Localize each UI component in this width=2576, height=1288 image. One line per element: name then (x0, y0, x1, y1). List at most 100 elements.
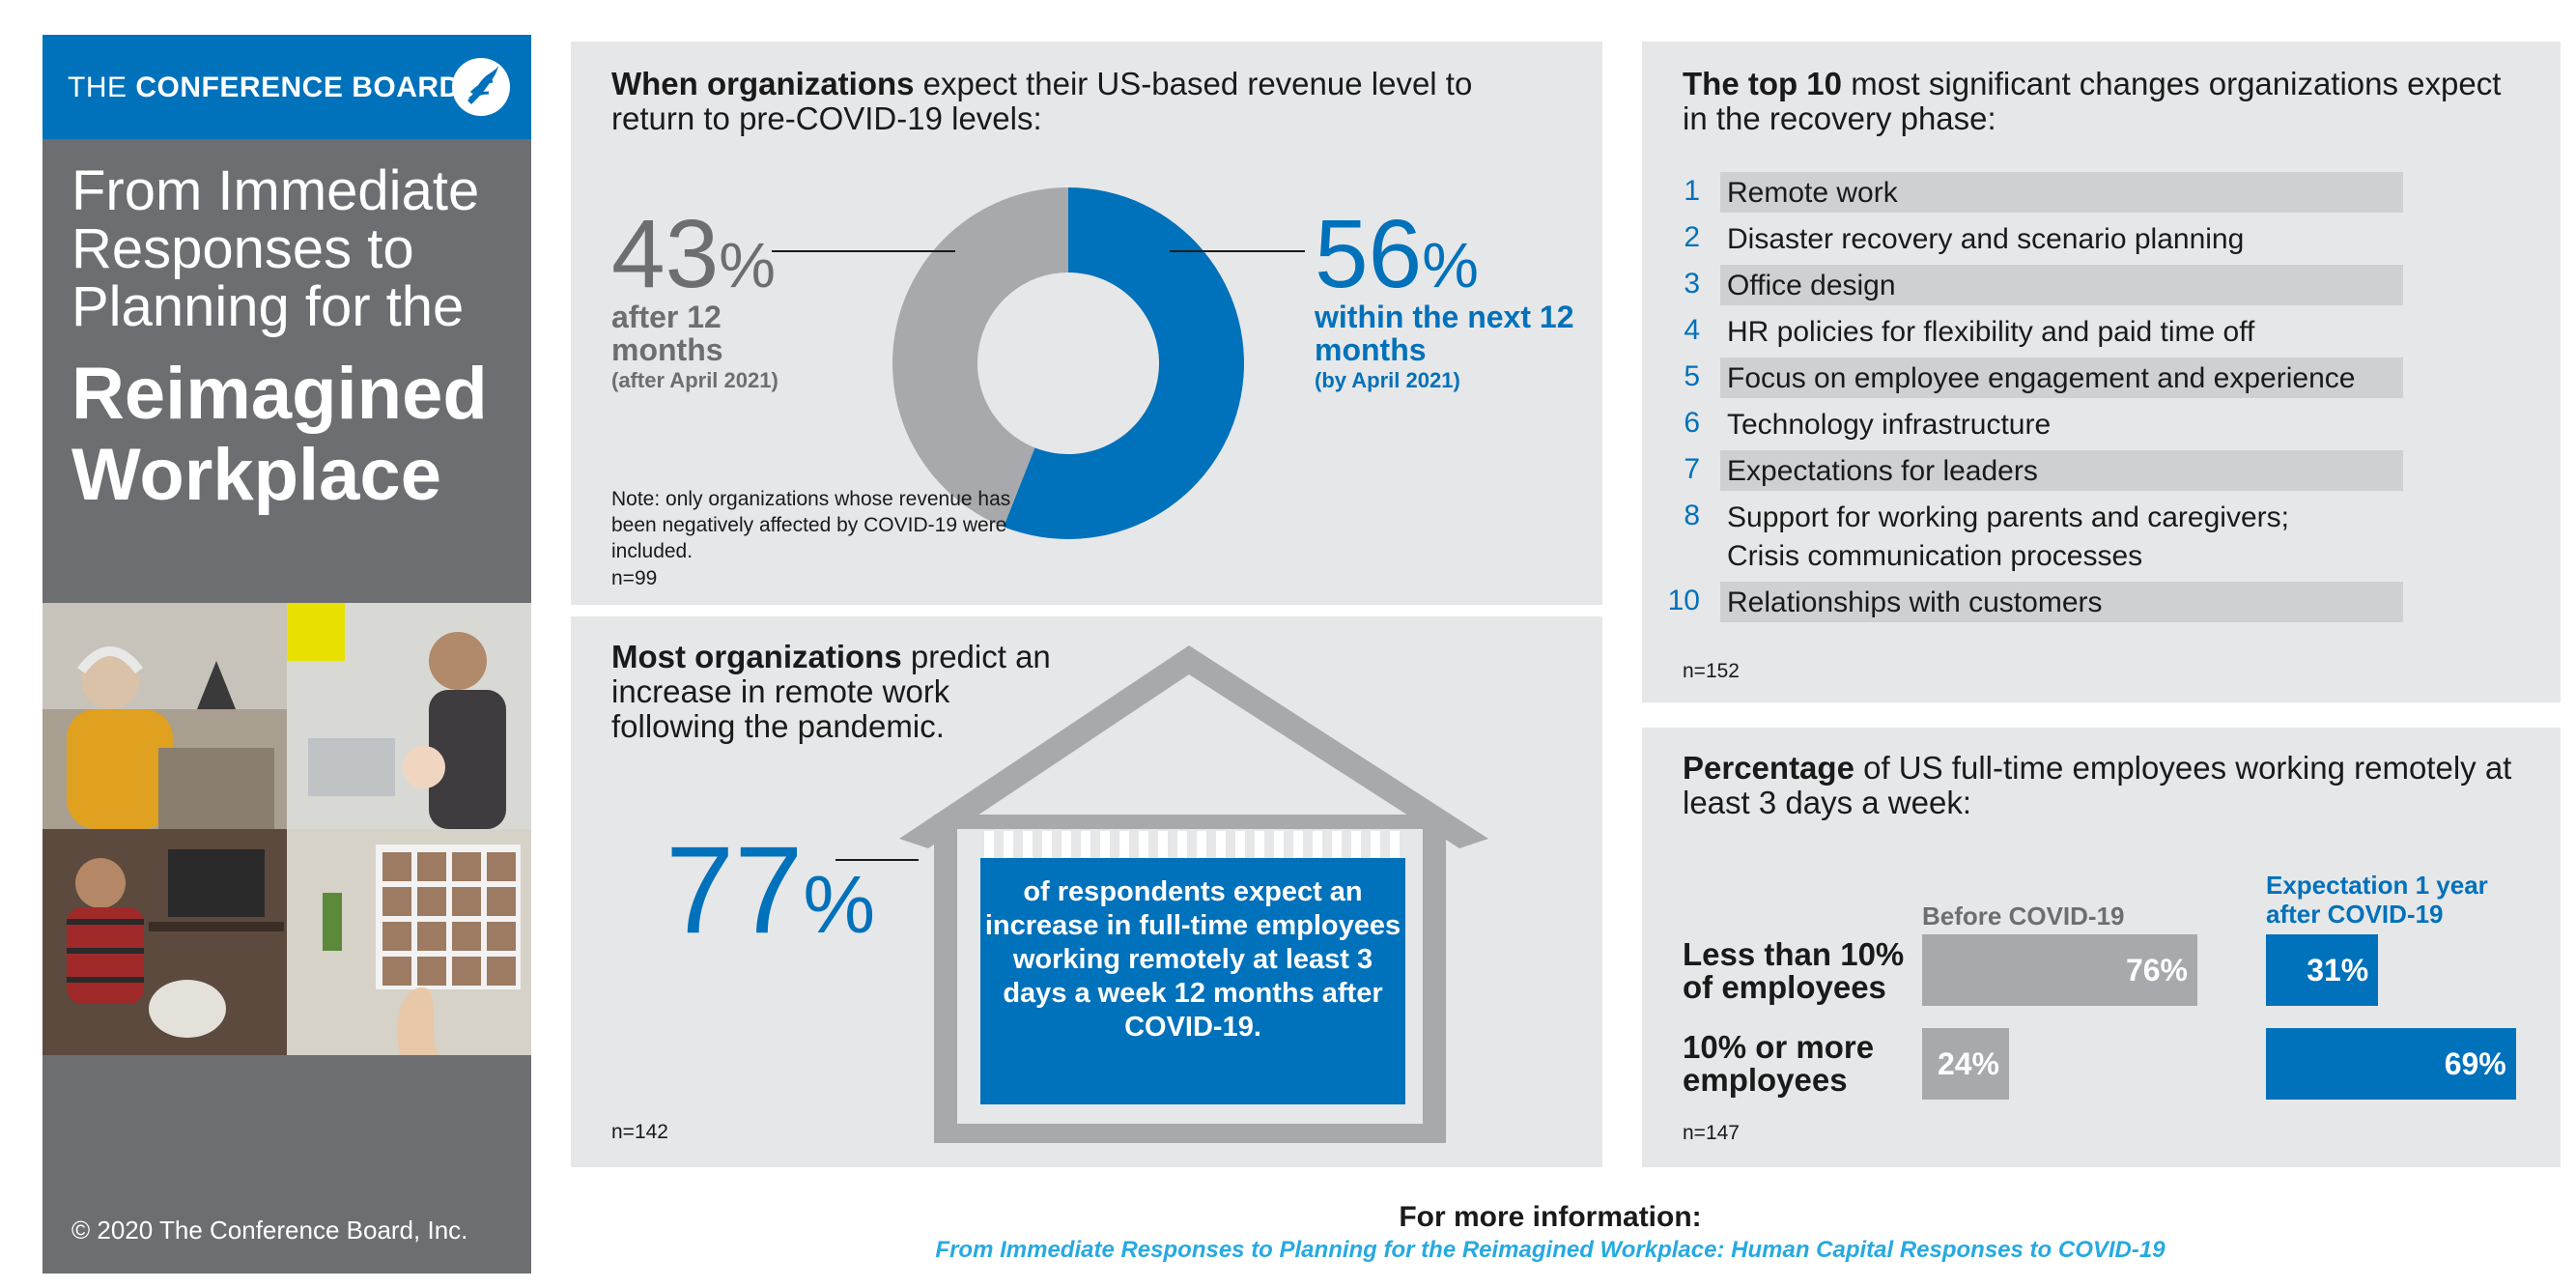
top10-title: The top 10 most significant changes orga… (1683, 67, 2513, 136)
bar-value-label: 24% (1937, 1046, 1999, 1081)
brand-bar: THE CONFERENCE BOARD (42, 35, 531, 139)
house-stripe (1332, 831, 1342, 858)
top10-row-shade (1720, 450, 2403, 491)
revenue-right-sub: (by April 2021) (1315, 368, 1460, 392)
house-stripe (1062, 831, 1071, 858)
remote-title: Most organizations predict an increase i… (611, 640, 1056, 744)
house-stripe (1081, 831, 1090, 858)
sidebar: THE CONFERENCE BOARD From Immediate Resp… (42, 35, 531, 1274)
donut-slice-after-12-months (892, 187, 1068, 528)
brand-wordmark: THE CONFERENCE BOARD (68, 72, 461, 104)
brand-the: THE (68, 72, 136, 103)
house-stripe (1023, 831, 1033, 858)
copyright: © 2020 The Conference Board, Inc. (71, 1216, 468, 1245)
torch-logo-icon (452, 58, 510, 116)
footer-report-link[interactable]: From Immediate Responses to Planning for… (935, 1237, 2166, 1263)
sidebar-title: From Immediate Responses to Planning for… (71, 159, 480, 338)
revenue-right-value: 56% (1315, 206, 1479, 313)
bar-before-less-than-10: 76% (1922, 934, 2197, 1006)
row-label-less-than-10: Less than 10% of employees (1683, 936, 1905, 1005)
top10-item-label: Support for working parents and caregive… (1727, 501, 2289, 533)
pct-title-bold: Percentage (1683, 750, 1854, 786)
pct-sample-size: n=147 (1683, 1122, 1740, 1144)
top10-rank: 6 (1684, 407, 1700, 439)
revenue-donut-chart (772, 187, 1305, 539)
bar-before-10-or-more: 24% (1922, 1028, 2009, 1100)
brand-name: CONFERENCE BOARD (135, 72, 461, 103)
house-stripe (1235, 831, 1245, 858)
bar-value-label: 69% (2444, 1046, 2506, 1081)
house-stripe (1100, 831, 1110, 858)
top10-rank: 4 (1684, 314, 1700, 346)
donut-slice-within-12-months (1004, 187, 1244, 539)
top10-item-label: Technology infrastructure (1727, 409, 2052, 441)
top10-rank: 5 (1684, 360, 1700, 392)
house-stripe (1313, 831, 1322, 858)
row-label-10-or-more: 10% or more employees (1683, 1029, 1875, 1098)
house-stripe (1371, 831, 1380, 858)
sidebar-title-emphasis: Reimagined Workplace (71, 353, 488, 516)
top10-item-label: Remote work (1727, 177, 1898, 209)
pct-title-rest: of US full-time employees working remote… (1683, 750, 2512, 820)
remote-work-panel: Most organizations predict an increase i… (571, 616, 1602, 1167)
house-stripe (1255, 831, 1264, 858)
bar-after-less-than-10: 31% (2266, 934, 2379, 1006)
revenue-left-pct-sign: % (719, 229, 776, 301)
house-stripe (1390, 831, 1400, 858)
revenue-left-number: 43 (611, 200, 720, 308)
revenue-panel: When organizations expect their US-based… (571, 42, 1602, 605)
revenue-note: Note: only organizations whose revenue h… (611, 488, 1011, 562)
col-header-after: Expectation 1 year after COVID-19 (2266, 871, 2488, 929)
bar-value-label: 31% (2307, 953, 2369, 987)
house-stripe (1351, 831, 1361, 858)
remote-percentage-panel: Percentage of US full-time employees wor… (1642, 728, 2561, 1167)
top10-row-shade (1720, 172, 2403, 213)
top10-row-shade (1720, 358, 2403, 398)
top10-row-shade (1720, 582, 2403, 622)
top10-item-label: Expectations for leaders (1727, 455, 2038, 487)
top10-item-label: Office design (1727, 270, 1896, 301)
top10-rank: 3 (1684, 268, 1700, 300)
house-stripe (1042, 831, 1052, 858)
house-stripe (1197, 831, 1206, 858)
revenue-sample-size: n=99 (611, 567, 658, 589)
house-stripe (984, 831, 994, 858)
house-stripe (1274, 831, 1284, 858)
top10-item-label: Focus on employee engagement and experie… (1727, 362, 2356, 394)
revenue-right-number: 56 (1315, 200, 1423, 308)
top10-rank: 7 (1684, 453, 1700, 485)
top10-rank: 10 (1667, 585, 1700, 616)
house-stripes (984, 831, 1400, 858)
house-blue-box (980, 858, 1405, 1104)
top10-title-rest: most significant changes organizations e… (1683, 66, 2502, 136)
top10-item-label: HR policies for flexibility and paid tim… (1727, 316, 2255, 348)
top10-rank: 8 (1684, 500, 1700, 531)
top10-panel: The top 10 most significant changes orga… (1642, 42, 2561, 702)
top10-rank: 1 (1684, 175, 1700, 207)
remote-description: of respondents expect an increase in ful… (984, 876, 1401, 1043)
pct-title: Percentage of US full-time employees wor… (1683, 751, 2533, 820)
revenue-left-sub: (after April 2021) (611, 368, 778, 392)
house-stripe (1177, 831, 1187, 858)
remote-title-rest: predict an increase in remote work follo… (611, 639, 1051, 744)
top10-sample-size: n=152 (1683, 660, 1740, 682)
bar-value-label: 76% (2125, 953, 2188, 987)
revenue-right-label: within the next 12 months (1315, 300, 1574, 367)
col-header-before: Before COVID-19 (1922, 902, 2125, 930)
revenue-title-bold: When organizations (611, 66, 915, 101)
remote-sample-size: n=142 (611, 1121, 668, 1143)
house-stripe (1158, 831, 1168, 858)
house-stripe (1216, 831, 1226, 858)
top10-row-shade (1720, 265, 2403, 305)
top10-title-bold: The top 10 (1683, 66, 1843, 101)
house-illustration (835, 645, 1488, 1143)
revenue-left-value: 43% (611, 206, 776, 313)
remote-pct-sign: % (803, 859, 876, 950)
revenue-right-pct-sign: % (1422, 229, 1479, 301)
house-stripe (1119, 831, 1129, 858)
house-stripe (1004, 831, 1013, 858)
top10-item-label: Crisis communication processes (1727, 540, 2143, 572)
house-stripe (1139, 831, 1148, 858)
house-stripe (1293, 831, 1303, 858)
remote-value: 77% (665, 829, 875, 966)
